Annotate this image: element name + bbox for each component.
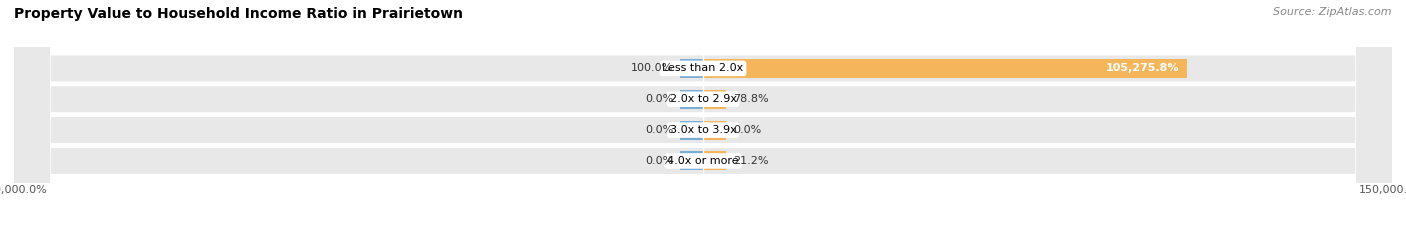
Bar [681, 151, 703, 171]
Bar [703, 90, 725, 109]
Text: 21.2%: 21.2% [733, 156, 768, 166]
FancyBboxPatch shape [14, 0, 1392, 234]
Bar [703, 59, 1187, 78]
Text: Less than 2.0x: Less than 2.0x [662, 63, 744, 73]
Text: 78.8%: 78.8% [733, 94, 769, 104]
Text: 0.0%: 0.0% [645, 94, 673, 104]
Bar [681, 90, 703, 109]
Text: 100.0%: 100.0% [631, 63, 673, 73]
Text: 0.0%: 0.0% [645, 125, 673, 135]
Text: Property Value to Household Income Ratio in Prairietown: Property Value to Household Income Ratio… [14, 7, 463, 21]
Text: 2.0x to 2.9x: 2.0x to 2.9x [669, 94, 737, 104]
FancyBboxPatch shape [14, 0, 1392, 234]
Text: 0.0%: 0.0% [645, 156, 673, 166]
Text: Source: ZipAtlas.com: Source: ZipAtlas.com [1274, 7, 1392, 17]
FancyBboxPatch shape [14, 0, 1392, 234]
Bar [681, 121, 703, 140]
Bar [703, 121, 725, 140]
Bar [681, 59, 703, 78]
Text: 105,275.8%: 105,275.8% [1107, 63, 1180, 73]
FancyBboxPatch shape [14, 0, 1392, 234]
Bar [703, 151, 725, 171]
Text: 3.0x to 3.9x: 3.0x to 3.9x [669, 125, 737, 135]
Text: 0.0%: 0.0% [733, 125, 761, 135]
Text: 4.0x or more: 4.0x or more [668, 156, 738, 166]
